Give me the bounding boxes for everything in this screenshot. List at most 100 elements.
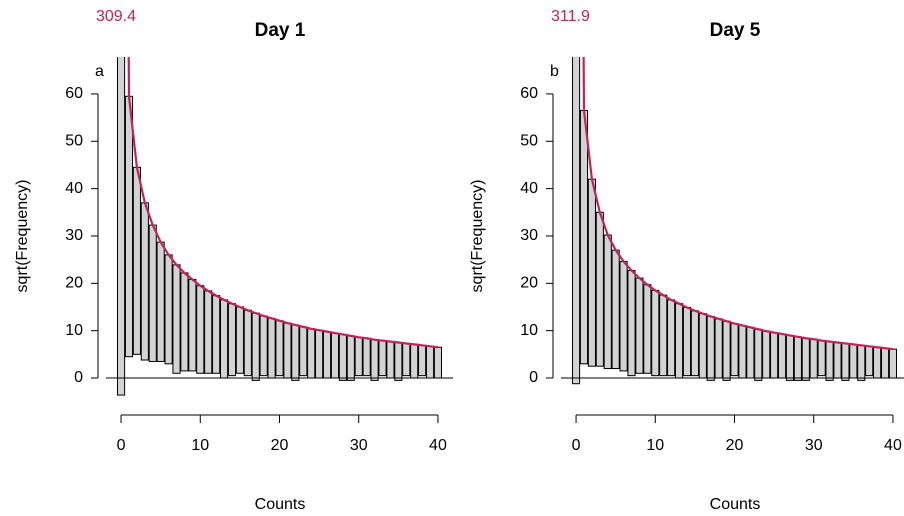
x-axis-label: Counts — [255, 496, 306, 513]
bar — [235, 306, 244, 374]
x-tick-label: 0 — [117, 437, 126, 454]
bar — [817, 340, 826, 377]
bar — [180, 272, 189, 372]
bar — [579, 110, 589, 365]
y-tick-label: 40 — [520, 180, 538, 197]
y-tick-label: 60 — [520, 85, 538, 102]
bar — [132, 166, 141, 355]
x-tick-label: 30 — [805, 437, 823, 454]
y-tick-label: 0 — [529, 369, 538, 386]
x-tick-label: 20 — [271, 437, 289, 454]
bar — [140, 202, 149, 361]
bar — [873, 346, 882, 379]
panel: 0 10 20 30 40 50 60 0 10 20 30 40 Counts sqrt(Frequen… — [14, 8, 453, 513]
bar — [275, 320, 284, 377]
bar — [777, 333, 787, 379]
y-tick-label: 50 — [65, 132, 83, 149]
bar — [307, 328, 316, 379]
y-axis-label: sqrt(Frequency) — [14, 180, 31, 293]
x-tick-label: 0 — [572, 437, 581, 454]
bar — [706, 315, 715, 381]
bar — [425, 345, 435, 379]
bar — [291, 324, 300, 381]
chart-title: Day 5 — [710, 20, 761, 41]
bar — [338, 333, 347, 381]
x-tick-label: 10 — [646, 437, 664, 454]
y-axis-label: sqrt(Frequency) — [469, 180, 486, 293]
bar — [571, 57, 581, 385]
bar — [322, 331, 332, 379]
y-tick-label: 10 — [520, 322, 538, 339]
bar — [762, 330, 771, 379]
bar — [595, 211, 604, 367]
bar — [156, 241, 165, 362]
bar — [698, 313, 707, 379]
bar — [754, 328, 763, 381]
bar — [880, 347, 890, 379]
fitted-curve — [582, 57, 894, 351]
y-tick-label: 40 — [65, 180, 83, 197]
bar — [651, 289, 660, 377]
bar — [714, 318, 723, 379]
bar — [841, 342, 850, 381]
x-tick-label: 30 — [350, 437, 368, 454]
bar — [611, 249, 620, 370]
bar — [730, 323, 739, 377]
bar — [315, 329, 324, 379]
bar — [330, 332, 340, 379]
bar — [243, 309, 252, 377]
bar — [188, 279, 197, 372]
bar — [402, 342, 411, 377]
bar — [722, 320, 731, 381]
bar — [770, 332, 779, 379]
bar — [682, 306, 692, 377]
bar — [164, 254, 173, 365]
y-tick-label: 20 — [65, 275, 83, 292]
bar — [738, 324, 747, 379]
bar — [410, 343, 419, 379]
bar — [888, 348, 898, 379]
bar — [267, 317, 276, 379]
y-tick-label: 20 — [520, 275, 538, 292]
bar — [587, 178, 596, 367]
panel-label: b — [550, 63, 559, 80]
bar — [251, 312, 260, 381]
panel-label: a — [95, 63, 104, 80]
bar — [865, 345, 874, 377]
bar — [204, 290, 213, 374]
bar — [667, 299, 676, 377]
bar — [299, 326, 308, 377]
fitted-curve — [127, 57, 439, 349]
bar — [643, 284, 652, 374]
bar — [283, 322, 292, 379]
bar — [219, 299, 229, 379]
bar — [674, 303, 684, 379]
bar — [212, 295, 221, 374]
chart-title: Day 1 — [255, 20, 306, 41]
x-tick-label: 40 — [429, 437, 447, 454]
bar — [394, 342, 403, 381]
x-tick-label: 40 — [884, 437, 902, 454]
bar — [801, 337, 810, 381]
y-tick-label: 10 — [65, 322, 83, 339]
bar — [259, 315, 268, 377]
bar — [418, 344, 427, 377]
bar — [227, 303, 237, 377]
bar — [148, 224, 157, 362]
y-tick-label: 30 — [65, 227, 83, 244]
bar — [833, 342, 842, 379]
bar — [354, 336, 363, 377]
bar — [619, 261, 628, 372]
bar — [603, 234, 612, 370]
plot-area — [106, 57, 453, 396]
bar — [386, 341, 395, 379]
x-tick-label: 20 — [726, 437, 744, 454]
panel: 0 10 20 30 40 50 60 0 10 20 30 40 Counts sqrt(Frequen… — [469, 8, 904, 513]
bar — [635, 277, 644, 374]
y-tick-label: 30 — [520, 227, 538, 244]
bar — [116, 57, 126, 396]
bar — [172, 264, 181, 374]
bar — [346, 335, 355, 381]
bar — [825, 341, 834, 381]
